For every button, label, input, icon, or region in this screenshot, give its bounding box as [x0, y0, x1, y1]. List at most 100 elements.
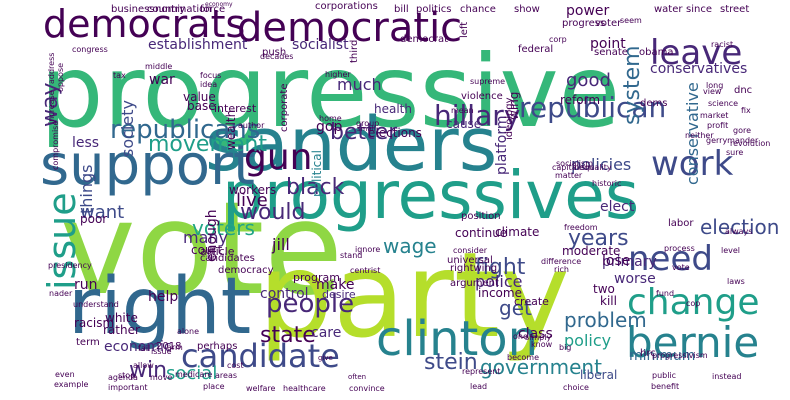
- cloud-word-hrc: hrc: [640, 348, 656, 359]
- cloud-word-home: home: [319, 114, 342, 123]
- cloud-word-force: force: [200, 4, 226, 15]
- cloud-word-create: create: [514, 295, 549, 308]
- cloud-word-water: water: [654, 4, 683, 15]
- cloud-word-vote: vote: [60, 175, 343, 324]
- cloud-word-chance: chance: [460, 4, 496, 15]
- cloud-word-value: value: [183, 90, 216, 104]
- cloud-word-one: one: [513, 332, 528, 341]
- cloud-word-clinton: clinton: [376, 311, 539, 367]
- cloud-word-progressive: progressive: [40, 33, 621, 150]
- cloud-word-health: health: [374, 102, 412, 116]
- cloud-word-stein: stein: [424, 350, 478, 375]
- cloud-word-better: better: [330, 120, 398, 145]
- cloud-word-people: people: [266, 289, 355, 319]
- cloud-word-push: push: [262, 47, 287, 58]
- cloud-word-poor: poor: [80, 212, 108, 226]
- cloud-word-example: example: [54, 380, 89, 389]
- cloud-word-simply: simply: [525, 333, 552, 342]
- cloud-word-bernie: bernie: [626, 318, 760, 367]
- cloud-word-corporations: corporations: [315, 1, 378, 12]
- cloud-word-conservatives: conservatives: [650, 61, 748, 77]
- cloud-word-republicans: republicans: [110, 115, 261, 145]
- cloud-word-political: political: [310, 150, 324, 197]
- cloud-word-movement: movement: [148, 132, 267, 157]
- cloud-word-policy: policy: [564, 331, 612, 350]
- cloud-word-need: need: [628, 239, 713, 279]
- cloud-word-war: war: [149, 72, 175, 88]
- cloud-word-bill: bill: [394, 4, 409, 15]
- cloud-word-small: small: [357, 125, 376, 133]
- cloud-word-run: run: [74, 277, 98, 293]
- cloud-word-process: process: [664, 244, 695, 253]
- cloud-word-democrat: democrat: [400, 34, 449, 45]
- cloud-word-fund: fund: [656, 289, 675, 298]
- cloud-word-street: street: [720, 4, 750, 15]
- cloud-word-desire: desire: [322, 288, 356, 301]
- cloud-word-profit: profit: [707, 121, 729, 130]
- cloud-word-view: view: [703, 87, 722, 96]
- cloud-word-article: article: [200, 245, 235, 258]
- cloud-word-often: often: [348, 373, 367, 381]
- cloud-word-since: since: [686, 4, 712, 15]
- cloud-word-alone: alone: [177, 327, 200, 336]
- cloud-word-things: things: [77, 164, 96, 215]
- cloud-word-party: party: [258, 226, 570, 364]
- cloud-word-corporate: corporate: [279, 83, 290, 132]
- cloud-word-third: third: [349, 39, 360, 63]
- cloud-word-help: help: [148, 289, 179, 305]
- cloud-word-sanders: sanders: [205, 102, 498, 188]
- cloud-word-white: white: [105, 311, 138, 325]
- cloud-word-corp: corp: [549, 35, 567, 44]
- cloud-word-matter: matter: [555, 171, 583, 180]
- cloud-word-control: control: [260, 286, 309, 302]
- cloud-word-country: country: [147, 4, 186, 15]
- cloud-word-revolution: revolution: [730, 139, 771, 148]
- cloud-word-gore: gore: [733, 126, 752, 135]
- cloud-word-higher: higher: [325, 70, 351, 79]
- cloud-word-politics: politics: [416, 4, 452, 15]
- cloud-word-difference: difference: [541, 257, 582, 266]
- cloud-word-middle: middle: [145, 62, 173, 71]
- cloud-word-progressives: progressives: [222, 157, 640, 234]
- cloud-word-stand: stand: [340, 251, 363, 260]
- cloud-word-show: show: [514, 4, 540, 15]
- cloud-word-know: know: [531, 340, 553, 349]
- cloud-word-medicare: medicare: [175, 370, 213, 379]
- cloud-word-become: become: [507, 353, 540, 362]
- cloud-word-good: good: [566, 70, 611, 91]
- cloud-word-court: court: [191, 243, 223, 257]
- cloud-word-labor: labor: [668, 218, 694, 229]
- cloud-word-represent: represent: [462, 367, 501, 376]
- cloud-word-important: important: [108, 383, 148, 392]
- cloud-word-support: support: [40, 133, 256, 198]
- cloud-word-moderate: moderate: [562, 244, 621, 258]
- cloud-word-progressivism: progressivism: [652, 351, 708, 360]
- cloud-word-program: program: [293, 271, 340, 284]
- cloud-word-dnc: dnc: [734, 85, 753, 96]
- cloud-word-change: change: [627, 282, 760, 323]
- cloud-word-arm: arm: [167, 343, 183, 352]
- cloud-word-two: two: [593, 282, 615, 296]
- cloud-word-obama: obama: [639, 47, 674, 58]
- cloud-word-instead: instead: [712, 372, 742, 381]
- cloud-word-gop: gop: [316, 119, 343, 135]
- cloud-word-level: level: [721, 246, 741, 255]
- cloud-word-neither: neither: [685, 131, 714, 140]
- cloud-word-problem: problem: [564, 308, 647, 332]
- cloud-word-address: address: [47, 52, 56, 84]
- cloud-word-racism: racism: [74, 316, 115, 330]
- cloud-word-welfare: welfare: [246, 384, 276, 393]
- cloud-word-violence: violence: [461, 91, 503, 102]
- cloud-word-big: big: [559, 343, 572, 352]
- cloud-word-win: win: [129, 358, 168, 383]
- cloud-word-climate: climate: [495, 225, 540, 239]
- cloud-word-federal: federal: [518, 44, 554, 55]
- cloud-word-fail: fail: [138, 344, 151, 353]
- cloud-word-nomination: nomination: [155, 4, 212, 15]
- cloud-word-socialism: socialism: [556, 159, 593, 168]
- cloud-word-oppose: oppose: [56, 62, 65, 92]
- cloud-word-reform: reform: [560, 93, 601, 107]
- cloud-word-seem: seem: [620, 16, 642, 25]
- cloud-word-increase: increase: [47, 90, 56, 124]
- cloud-word-fight: fight: [475, 255, 526, 280]
